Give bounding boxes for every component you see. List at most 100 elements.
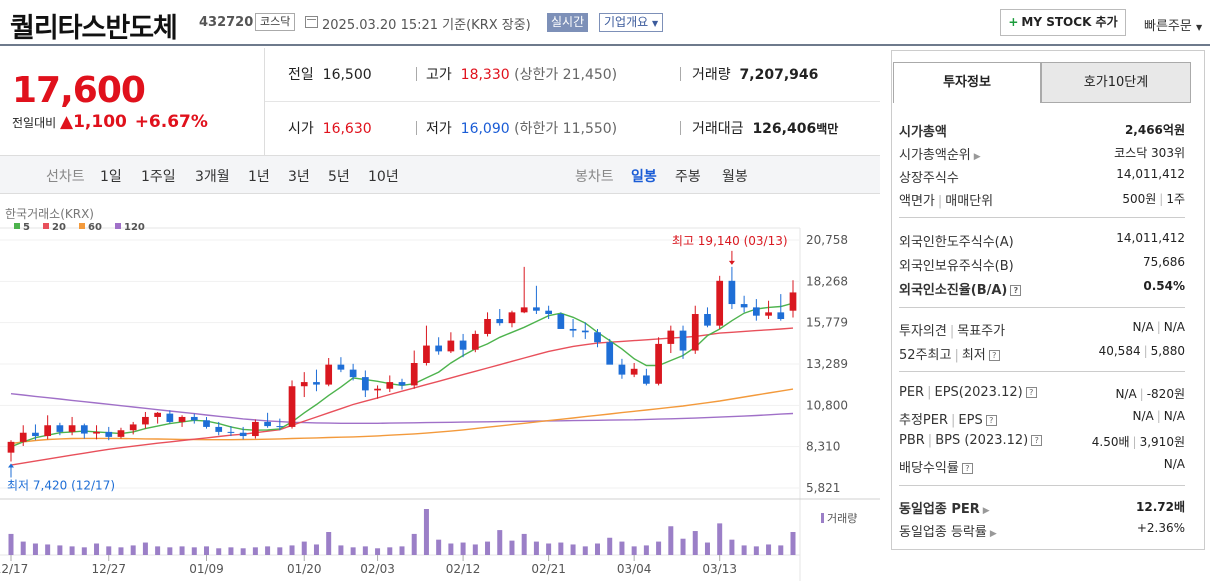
sector-rate-row[interactable]: 동일업종 등락률 ▶ +2.36% bbox=[899, 518, 1185, 542]
volume-bar bbox=[228, 547, 234, 555]
period-5y[interactable]: 5년 bbox=[328, 169, 350, 185]
volume-bar bbox=[741, 545, 747, 555]
upper-limit: (상한가 21,450) bbox=[514, 67, 618, 83]
help-icon[interactable]: ? bbox=[985, 415, 997, 426]
volume-bar bbox=[265, 546, 271, 555]
chevron-down-icon: ▼ bbox=[1195, 23, 1203, 32]
volume-bar bbox=[631, 546, 637, 555]
period-1w[interactable]: 1주일 bbox=[141, 169, 176, 185]
candle-body bbox=[765, 312, 772, 316]
plus-icon: + bbox=[1008, 15, 1019, 29]
volume-bar bbox=[595, 543, 600, 555]
sector-per-row[interactable]: 동일업종 PER ▶ 12.72배 bbox=[899, 495, 1185, 519]
low-arrowhead bbox=[8, 463, 14, 468]
market-cap-label: 시가총액 bbox=[899, 125, 947, 140]
face-value: 500원 bbox=[1122, 192, 1157, 206]
opinion-value: N/A bbox=[1132, 320, 1154, 334]
legend-swatch bbox=[115, 223, 121, 229]
quote-datetime: 2025.03.20 15:21 기준(KRX 장중) bbox=[322, 14, 531, 33]
add-mystock-button[interactable]: + MY STOCK 추가 bbox=[1000, 9, 1126, 36]
cap-rank-row[interactable]: 시가총액순위 ▶ 코스닥 303위 bbox=[899, 141, 1185, 165]
amount-value: 126,406 bbox=[752, 121, 817, 137]
candle-body bbox=[32, 432, 39, 437]
opinion-label: 투자의견 bbox=[899, 324, 947, 339]
sector-rate-label: 동일업종 등락률 bbox=[899, 525, 987, 540]
legend-swatch bbox=[43, 223, 49, 229]
candle-body bbox=[264, 421, 271, 427]
pbr-row: PBR | BPS (2023.12)? 4.50배 | 3,910원 bbox=[899, 433, 1185, 449]
pbr-value: 4.50배 bbox=[1091, 435, 1130, 449]
eps-label: EPS(2023.12) bbox=[934, 385, 1023, 400]
candle-body bbox=[716, 280, 724, 326]
volume-bar bbox=[130, 545, 136, 555]
pbr-label: PBR bbox=[899, 433, 925, 448]
est-eps-value: N/A bbox=[1163, 409, 1185, 423]
volume-bar bbox=[570, 544, 576, 555]
volume-bar bbox=[460, 542, 466, 555]
x-tick-label: 03/13 bbox=[702, 562, 737, 576]
y-tick-label: 18,268 bbox=[806, 274, 848, 288]
est-per-label: 추정PER bbox=[899, 413, 949, 428]
volume-bar bbox=[766, 544, 772, 555]
candle-weekly[interactable]: 주봉 bbox=[675, 169, 701, 185]
price-summary: 17,600 전일대비 ▲1,100 +6.67% bbox=[0, 48, 265, 156]
candle-body bbox=[190, 416, 198, 421]
realtime-button[interactable]: 실시간 bbox=[547, 13, 589, 32]
help-icon[interactable]: ? bbox=[988, 350, 1000, 361]
legend-label: 60 bbox=[88, 222, 102, 233]
candle-body bbox=[56, 425, 64, 432]
candle-monthly[interactable]: 월봉 bbox=[722, 169, 748, 185]
help-icon[interactable]: ? bbox=[1025, 387, 1037, 398]
period-3y[interactable]: 3년 bbox=[288, 169, 310, 185]
period-3m[interactable]: 3개월 bbox=[195, 169, 230, 185]
candle-body bbox=[728, 280, 736, 305]
candle-daily[interactable]: 일봉 bbox=[631, 169, 657, 185]
volume-bar bbox=[204, 546, 209, 555]
candle-body bbox=[239, 432, 247, 437]
candle-body bbox=[44, 425, 52, 437]
foreign-ratio-label: 외국인소진율(B/A) bbox=[899, 283, 1008, 298]
volume-bar bbox=[790, 532, 796, 555]
help-icon[interactable]: ? bbox=[961, 463, 973, 474]
change-percent: +6.67% bbox=[134, 112, 208, 132]
per-value: N/A bbox=[1115, 387, 1137, 401]
sector-per-label: 동일업종 PER bbox=[899, 502, 980, 517]
legend-swatch bbox=[14, 223, 20, 229]
quick-order-link[interactable]: 빠른주문 ▼ bbox=[1144, 15, 1202, 34]
candle-chart-label: 봉차트 bbox=[575, 169, 614, 185]
high-label: 고가 bbox=[426, 67, 452, 83]
chevron-right-icon: ▶ bbox=[982, 506, 990, 516]
volume-value: 7,207,946 bbox=[739, 67, 819, 83]
open-label: 시가 bbox=[288, 121, 314, 137]
volume-bar bbox=[436, 539, 442, 555]
candle-body bbox=[154, 412, 161, 417]
y-tick-label: 5,821 bbox=[806, 481, 840, 495]
x-tick-label: 12/27 bbox=[91, 562, 126, 576]
volume-bar bbox=[216, 548, 222, 555]
period-1d[interactable]: 1일 bbox=[100, 169, 122, 185]
candle-body bbox=[704, 314, 711, 326]
candle-body bbox=[227, 431, 235, 433]
help-icon[interactable]: ? bbox=[1010, 285, 1022, 296]
company-overview-dropdown[interactable]: 기업개요 ▼ bbox=[599, 13, 664, 32]
eps-value: -820원 bbox=[1146, 387, 1185, 401]
candle-body bbox=[215, 426, 223, 432]
foreign-limit-value: 14,011,412 bbox=[1116, 231, 1185, 245]
help-icon[interactable]: ? bbox=[1031, 435, 1043, 446]
volume-bar bbox=[717, 523, 723, 555]
volume-bar bbox=[558, 542, 564, 555]
trade-unit-label: 매매단위 bbox=[945, 194, 994, 209]
period-10y[interactable]: 10년 bbox=[368, 169, 399, 185]
tab-investment-info[interactable]: 투자정보 bbox=[893, 62, 1041, 103]
period-1y[interactable]: 1년 bbox=[248, 169, 270, 185]
tab-order-book[interactable]: 호가10단계 bbox=[1041, 62, 1191, 103]
candle-body bbox=[374, 388, 381, 391]
legend-label: 120 bbox=[124, 222, 145, 233]
candle-body bbox=[423, 345, 430, 363]
chart-toolbar: 선차트 1일 1주일 3개월 1년 3년 5년 10년 봉차트 일봉 주봉 월봉 bbox=[0, 155, 880, 194]
line-chart-label: 선차트 bbox=[46, 169, 85, 185]
price-change: 전일대비 ▲1,100 +6.67% bbox=[12, 112, 208, 132]
candle-body bbox=[484, 318, 491, 334]
low-value: 16,090 bbox=[460, 121, 510, 137]
candle-body bbox=[606, 342, 614, 365]
